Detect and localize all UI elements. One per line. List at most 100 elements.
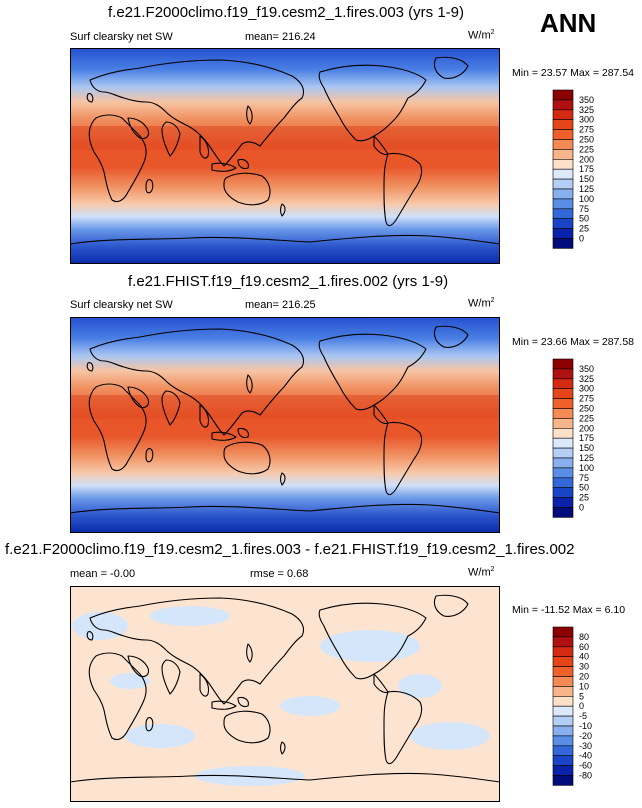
units-base: W/m bbox=[468, 297, 491, 310]
colorbar-box bbox=[552, 149, 574, 160]
colorbar-label: 250 bbox=[579, 404, 594, 414]
colorbar-label: 5 bbox=[579, 691, 584, 701]
colorbar-box bbox=[552, 755, 574, 766]
colorbar-box bbox=[552, 129, 574, 140]
colorbar-box bbox=[552, 238, 574, 249]
panel3-rmse: rmse = 0.68 bbox=[250, 568, 309, 580]
colorbar-label: 40 bbox=[579, 652, 589, 662]
map-panel2 bbox=[70, 317, 500, 533]
colorbar-label: 150 bbox=[579, 443, 594, 453]
colorbar-label: 250 bbox=[579, 135, 594, 145]
map-panel3 bbox=[70, 586, 500, 802]
colorbar-label: 0 bbox=[579, 503, 584, 513]
colorbar-label: 50 bbox=[579, 214, 589, 224]
units-base: W/m bbox=[468, 29, 491, 42]
colorbar-box bbox=[552, 745, 574, 757]
colorbar-label: 350 bbox=[579, 364, 594, 374]
colorbar-box bbox=[552, 686, 574, 697]
colorbar-box bbox=[552, 208, 574, 220]
colorbar-label: 50 bbox=[579, 483, 589, 493]
map2-field bbox=[70, 317, 500, 533]
colorbar-box bbox=[552, 705, 574, 717]
colorbar-box bbox=[552, 437, 574, 449]
panel3-mean: mean = -0.00 bbox=[70, 568, 136, 580]
map2-frame bbox=[70, 317, 500, 533]
colorbar-box bbox=[552, 447, 574, 459]
colorbar-label: -10 bbox=[579, 721, 592, 731]
colorbar-label: 75 bbox=[579, 473, 589, 483]
colorbar-label: 275 bbox=[579, 125, 594, 135]
colorbar-label: 200 bbox=[579, 423, 594, 433]
map1-tropics-band bbox=[70, 126, 500, 150]
panel1-title: f.e21.F2000climo.f19_f19.cesm2_1.fires.0… bbox=[108, 4, 465, 21]
map3-negative-patches bbox=[72, 606, 490, 786]
units-base: W/m bbox=[468, 566, 491, 579]
colorbar-box bbox=[552, 198, 574, 210]
panel1-units: W/m2 bbox=[468, 29, 495, 42]
colorbar-box bbox=[552, 626, 574, 638]
colorbar-label: 300 bbox=[579, 115, 594, 125]
colorbar-box bbox=[552, 119, 574, 130]
map1-frame bbox=[70, 48, 500, 264]
panel3-units: W/m2 bbox=[468, 566, 495, 579]
units-exp: 2 bbox=[490, 566, 495, 573]
colorbar-box bbox=[552, 725, 574, 737]
colorbar-label: 100 bbox=[579, 463, 594, 473]
colorbar-label: 60 bbox=[579, 642, 589, 652]
colorbar-box bbox=[552, 696, 574, 707]
colorbar-label: 150 bbox=[579, 174, 594, 184]
panel1-mean: mean= 216.24 bbox=[245, 31, 316, 43]
colorbar-box bbox=[552, 666, 574, 677]
colorbar-label: -40 bbox=[579, 751, 592, 761]
panel2-title: f.e21.FHIST.f19_f19.cesm2_1.fires.002 (y… bbox=[128, 273, 449, 290]
colorbar-box bbox=[552, 188, 574, 200]
colorbar-box bbox=[552, 109, 574, 120]
map-panel1 bbox=[70, 48, 500, 264]
colorbar-box bbox=[552, 89, 574, 101]
colorbar-label: 80 bbox=[579, 632, 589, 642]
colorbar-label: 125 bbox=[579, 453, 594, 463]
units-exp: 2 bbox=[490, 29, 495, 36]
colorbar-label: 175 bbox=[579, 164, 594, 174]
colorbar-label: 125 bbox=[579, 184, 594, 194]
colorbar-label: 300 bbox=[579, 384, 594, 394]
map2-tropics-band bbox=[70, 395, 500, 419]
colorbar-box bbox=[552, 487, 574, 498]
colorbar-label: 20 bbox=[579, 672, 589, 682]
colorbar-box bbox=[552, 368, 574, 380]
colorbar-label: 30 bbox=[579, 662, 589, 672]
colorbar-box bbox=[552, 228, 574, 239]
colorbar-box bbox=[552, 735, 574, 747]
colorbar-label: 225 bbox=[579, 144, 594, 154]
map3-frame bbox=[70, 586, 500, 802]
panel2-mean: mean= 216.25 bbox=[245, 299, 316, 311]
colorbar-label: 25 bbox=[579, 224, 589, 234]
colorbar-label: 0 bbox=[579, 701, 584, 711]
map1-field bbox=[70, 48, 500, 264]
colorbar-label: 350 bbox=[579, 95, 594, 105]
colorbar-box bbox=[552, 507, 574, 518]
colorbar-box bbox=[552, 646, 574, 657]
colorbar-box bbox=[552, 428, 574, 439]
colorbar-box bbox=[552, 457, 574, 469]
colorbar-box bbox=[552, 497, 574, 508]
colorbar-box bbox=[552, 676, 574, 687]
colorbar-label: 100 bbox=[579, 194, 594, 204]
panel1-variable: Surf clearsky net SW bbox=[70, 31, 173, 43]
colorbar-box bbox=[552, 358, 574, 370]
colorbar-box bbox=[552, 477, 574, 489]
colorbar-box bbox=[552, 168, 574, 180]
colorbar-label: 325 bbox=[579, 374, 594, 384]
colorbar-box bbox=[552, 715, 574, 727]
panel3-title: f.e21.F2000climo.f19_f19.cesm2_1.fires.0… bbox=[5, 541, 575, 558]
colorbar-label: 200 bbox=[579, 154, 594, 164]
panel2-minmax: Min = 23.66 Max = 287.58 bbox=[512, 336, 634, 348]
colorbar-box bbox=[552, 765, 574, 776]
colorbar-label: 75 bbox=[579, 204, 589, 214]
units-exp: 2 bbox=[490, 297, 495, 304]
colorbar-label: 25 bbox=[579, 493, 589, 503]
season-label: ANN bbox=[540, 8, 597, 38]
colorbar-box bbox=[552, 378, 574, 389]
